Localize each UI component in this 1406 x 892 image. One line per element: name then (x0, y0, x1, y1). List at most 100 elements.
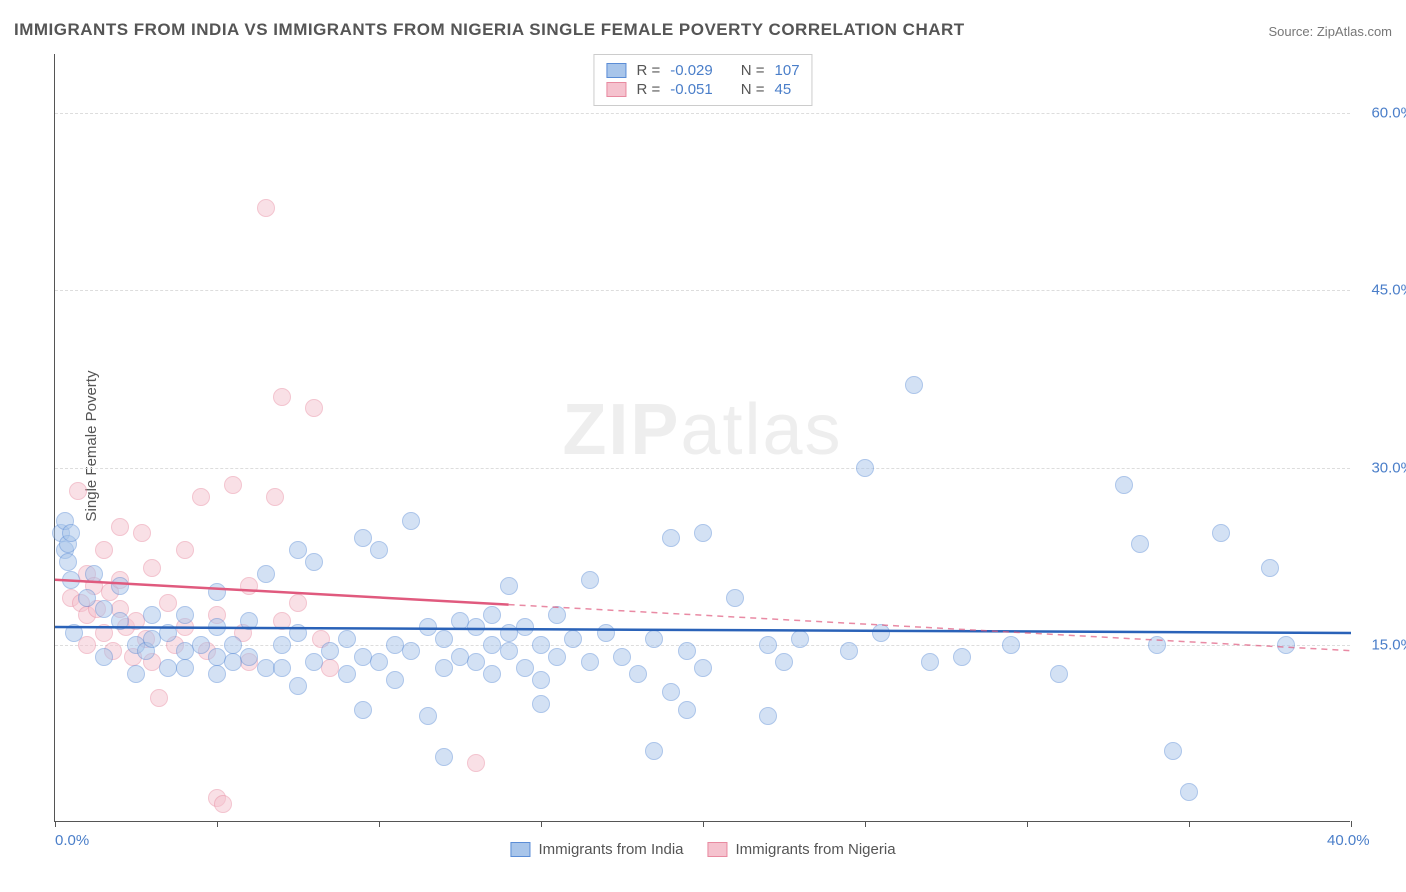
data-point (143, 559, 161, 577)
data-point (953, 648, 971, 666)
data-point (240, 612, 258, 630)
data-point (133, 524, 151, 542)
r-value: -0.029 (670, 62, 713, 79)
data-point (266, 488, 284, 506)
data-point (1050, 665, 1068, 683)
data-point (224, 636, 242, 654)
series-name: Immigrants from India (538, 841, 683, 858)
data-point (289, 594, 307, 612)
data-point (69, 482, 87, 500)
data-point (208, 618, 226, 636)
data-point (224, 476, 242, 494)
data-point (467, 653, 485, 671)
data-point (273, 659, 291, 677)
gridline (55, 290, 1350, 291)
x-tick (55, 821, 56, 827)
n-label: N = (741, 81, 765, 98)
data-point (305, 653, 323, 671)
data-point (208, 583, 226, 601)
x-tick-label: 40.0% (1327, 832, 1370, 849)
data-point (678, 642, 696, 660)
data-point (289, 677, 307, 695)
chart-title: IMMIGRANTS FROM INDIA VS IMMIGRANTS FROM… (14, 20, 965, 40)
data-point (305, 399, 323, 417)
data-point (581, 571, 599, 589)
data-point (62, 524, 80, 542)
data-point (645, 742, 663, 760)
data-point (62, 571, 80, 589)
data-point (467, 618, 485, 636)
data-point (564, 630, 582, 648)
data-point (289, 624, 307, 642)
data-point (354, 529, 372, 547)
x-tick-label: 0.0% (55, 832, 89, 849)
data-point (435, 659, 453, 677)
swatch-nigeria (708, 842, 728, 857)
data-point (419, 707, 437, 725)
series-name: Immigrants from Nigeria (736, 841, 896, 858)
data-point (662, 529, 680, 547)
data-point (65, 624, 83, 642)
y-tick-label: 60.0% (1371, 105, 1406, 122)
watermark: ZIPatlas (562, 388, 842, 470)
data-point (662, 683, 680, 701)
data-point (273, 612, 291, 630)
data-point (500, 642, 518, 660)
legend-item-nigeria: Immigrants from Nigeria (708, 841, 896, 858)
data-point (257, 565, 275, 583)
data-point (95, 541, 113, 559)
data-point (419, 618, 437, 636)
data-point (759, 707, 777, 725)
data-point (435, 748, 453, 766)
legend-correlation: R = -0.029 N = 107 R = -0.051 N = 45 (593, 54, 812, 106)
data-point (159, 594, 177, 612)
source-label: Source: ZipAtlas.com (1268, 24, 1392, 39)
data-point (1212, 524, 1230, 542)
x-tick (865, 821, 866, 827)
data-point (159, 624, 177, 642)
data-point (111, 612, 129, 630)
data-point (338, 665, 356, 683)
x-tick (217, 821, 218, 827)
r-label: R = (636, 81, 660, 98)
data-point (240, 577, 258, 595)
data-point (370, 541, 388, 559)
data-point (386, 671, 404, 689)
data-point (85, 565, 103, 583)
data-point (273, 636, 291, 654)
data-point (483, 606, 501, 624)
data-point (1148, 636, 1166, 654)
y-tick-label: 45.0% (1371, 282, 1406, 299)
x-tick (1189, 821, 1190, 827)
data-point (467, 754, 485, 772)
data-point (338, 630, 356, 648)
data-point (176, 541, 194, 559)
n-value: 45 (775, 81, 792, 98)
data-point (791, 630, 809, 648)
x-tick (703, 821, 704, 827)
data-point (775, 653, 793, 671)
data-point (208, 665, 226, 683)
data-point (143, 606, 161, 624)
data-point (192, 488, 210, 506)
data-point (435, 630, 453, 648)
data-point (370, 653, 388, 671)
data-point (402, 642, 420, 660)
data-point (629, 665, 647, 683)
data-point (305, 553, 323, 571)
data-point (95, 600, 113, 618)
x-tick (1351, 821, 1352, 827)
gridline (55, 113, 1350, 114)
data-point (1277, 636, 1295, 654)
data-point (354, 701, 372, 719)
data-point (840, 642, 858, 660)
legend-series: Immigrants from India Immigrants from Ni… (510, 841, 895, 858)
data-point (273, 388, 291, 406)
data-point (289, 541, 307, 559)
data-point (516, 618, 534, 636)
data-point (321, 642, 339, 660)
data-point (678, 701, 696, 719)
data-point (856, 459, 874, 477)
data-point (872, 624, 890, 642)
data-point (257, 199, 275, 217)
